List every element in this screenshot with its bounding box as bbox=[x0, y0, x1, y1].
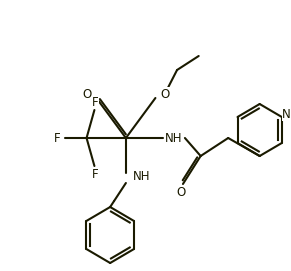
Text: NH: NH bbox=[165, 131, 183, 144]
Text: NH: NH bbox=[133, 170, 150, 183]
Text: O: O bbox=[176, 186, 186, 199]
Text: F: F bbox=[92, 95, 99, 108]
Text: O: O bbox=[161, 88, 170, 101]
Text: O: O bbox=[82, 88, 91, 101]
Text: F: F bbox=[92, 167, 99, 180]
Text: N: N bbox=[282, 108, 291, 121]
Text: F: F bbox=[54, 131, 60, 144]
